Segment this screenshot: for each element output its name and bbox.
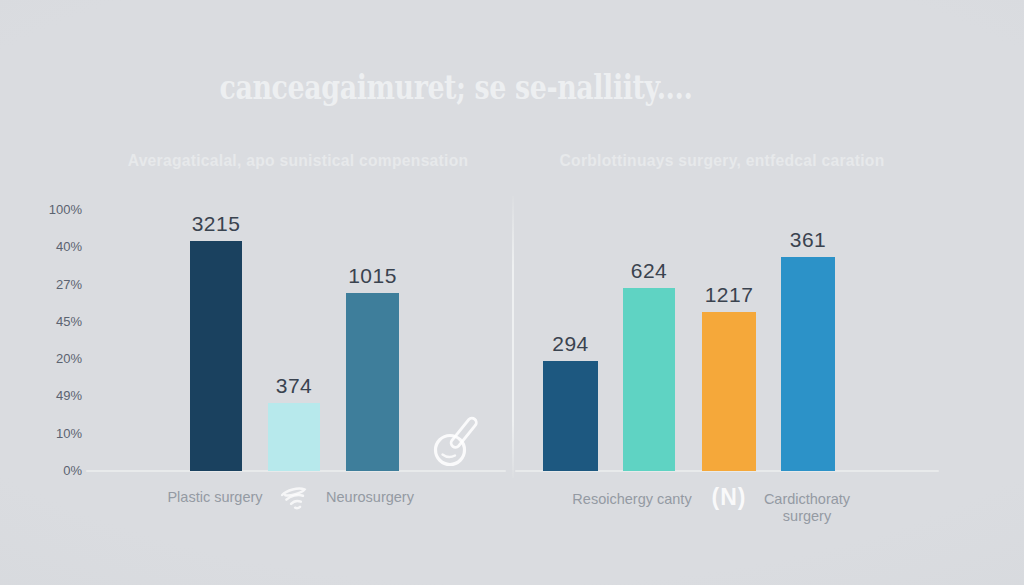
- edit-pencil-icon: [430, 418, 482, 474]
- value-label-1217: 1217: [692, 283, 766, 307]
- category-plastic-surgery: Plastic surgery: [140, 489, 290, 506]
- value-label-1015: 1015: [336, 264, 409, 288]
- value-label-374: 374: [258, 374, 330, 398]
- infographic-canvas: canceagaimuret; se se-nalliity.... Avera…: [0, 0, 1024, 585]
- y-tick-45: 45%: [30, 314, 82, 329]
- bar-resoichergy: [543, 361, 598, 471]
- value-label-294: 294: [533, 332, 608, 356]
- y-tick-49: 49%: [30, 388, 82, 403]
- bar-plastic-surgery: [190, 241, 242, 471]
- bar-624: [623, 288, 675, 471]
- bar-1217: [702, 312, 756, 471]
- y-tick-40: 40%: [30, 239, 82, 254]
- bar-374: [268, 403, 320, 471]
- y-tick-100: 100%: [30, 202, 82, 217]
- bar-neurosurgery: [346, 293, 399, 471]
- right-chart-subtitle: Corblottinuays surgery, entfedcal carati…: [559, 151, 884, 171]
- page-title: canceagaimuret; se se-nalliity....: [220, 67, 693, 107]
- category-cardicthoraty-line1: Cardicthoraty: [732, 491, 882, 508]
- value-label-624: 624: [613, 259, 685, 283]
- bar-cardicthoraty: [781, 257, 835, 471]
- n-badge-icon: (N): [705, 484, 753, 511]
- y-tick-0: 0%: [30, 463, 82, 478]
- y-tick-10: 10%: [30, 426, 82, 441]
- y-tick-20: 20%: [30, 351, 82, 366]
- value-label-3215: 3215: [180, 212, 252, 236]
- y-tick-27: 27%: [30, 277, 82, 292]
- category-resoichergy-canty: Resoichergy canty: [557, 491, 707, 508]
- value-label-361: 361: [771, 228, 845, 252]
- tornado-icon: [280, 484, 310, 514]
- left-chart-subtitle: Averagaticalal, apo sunistical compensat…: [128, 151, 469, 171]
- category-cardicthoraty-line2: surgery: [732, 508, 882, 525]
- category-neurosurgery: Neurosurgery: [295, 489, 445, 506]
- panel-divider: [512, 196, 514, 478]
